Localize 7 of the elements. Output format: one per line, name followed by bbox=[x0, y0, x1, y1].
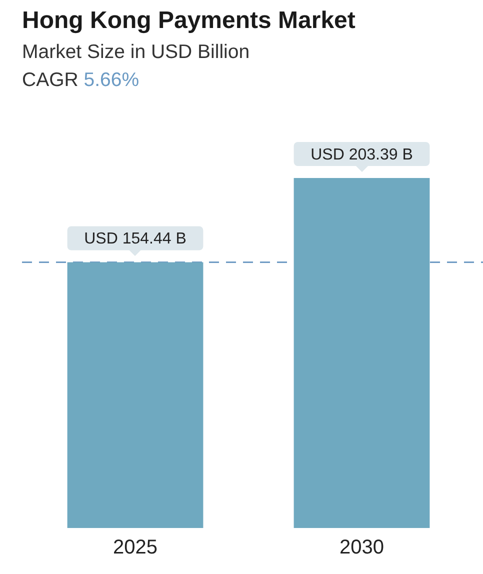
data-label: USD 203.39 B bbox=[310, 146, 413, 164]
chart-title: Hong Kong Payments Market bbox=[22, 6, 356, 36]
text: CAGR 5.66% bbox=[22, 69, 140, 91]
data-label: USD 154.44 B bbox=[84, 230, 186, 248]
chart-subtitle: Market Size in USD Billion bbox=[22, 40, 251, 65]
x-tick-label: 2030 bbox=[340, 536, 384, 559]
x-tick-label: 2025 bbox=[113, 536, 158, 559]
